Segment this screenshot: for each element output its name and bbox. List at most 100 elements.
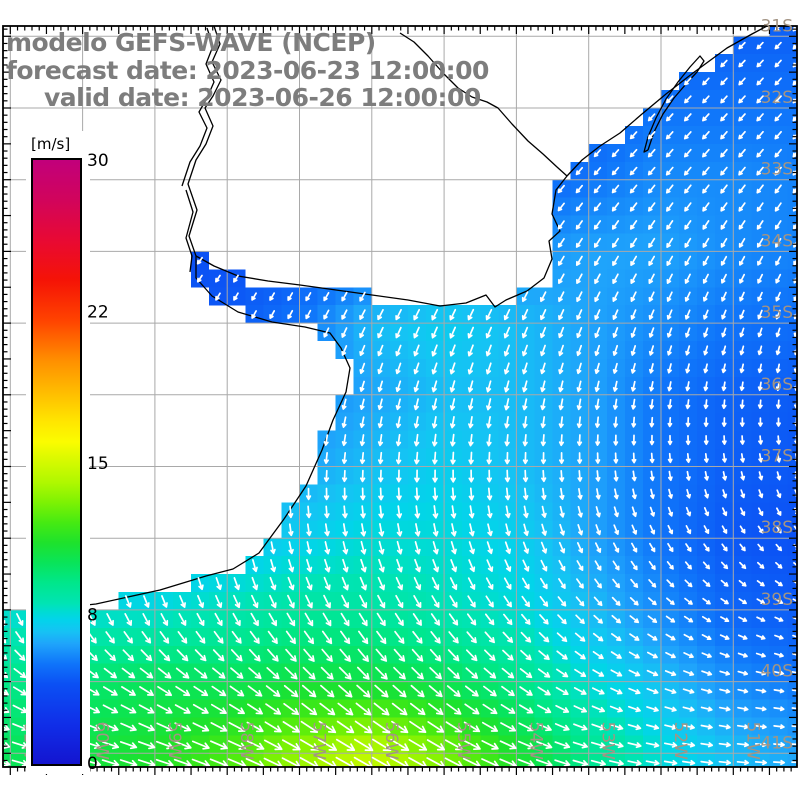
wind-arrow: [683, 113, 692, 122]
wind-arrow: [538, 650, 550, 661]
wind-arrow: [683, 166, 692, 176]
wind-arrow: [466, 613, 477, 626]
wind-arrow: [503, 577, 512, 590]
wind-arrow: [391, 720, 409, 734]
wind-arrow: [536, 722, 552, 732]
wind-arrow: [430, 613, 441, 626]
wind-arrow: [341, 434, 347, 447]
wind-arrow: [430, 631, 441, 644]
wind-arrow: [446, 703, 462, 715]
wind-arrow: [720, 113, 728, 122]
wave-cell: [787, 359, 797, 377]
wind-arrow: [413, 433, 420, 447]
wind-arrow: [215, 594, 223, 609]
wave-cell: [787, 108, 797, 126]
wind-arrow: [575, 614, 585, 625]
wind-arrow: [483, 667, 497, 679]
lat-label: 31S: [761, 16, 793, 36]
wind-arrow: [120, 704, 137, 714]
wind-arrow: [719, 652, 730, 658]
wind-arrow: [377, 398, 383, 411]
wind-arrow: [445, 721, 463, 733]
wind-arrow: [684, 579, 693, 588]
uruguay-river-west-bank: [185, 189, 194, 273]
wind-arrow: [251, 576, 259, 591]
wind-arrow: [758, 453, 764, 463]
wind-arrow: [721, 381, 727, 392]
wind-arrow: [645, 742, 660, 748]
wave-cell: [787, 179, 797, 198]
wind-arrow: [595, 452, 601, 464]
wind-arrow: [464, 685, 479, 697]
wind-arrow: [702, 166, 710, 176]
wind-arrow: [375, 666, 388, 680]
wind-arrow: [757, 291, 763, 302]
wind-arrow: [413, 344, 420, 357]
wind-arrow: [540, 541, 548, 554]
wind-arrow: [647, 184, 656, 194]
wind-arrow: [648, 579, 657, 588]
wind-arrow: [396, 469, 402, 483]
wind-arrow: [593, 237, 602, 248]
wind-arrow: [465, 667, 479, 679]
wind-arrow: [305, 309, 312, 320]
wind-arrow: [665, 651, 676, 659]
wind-arrow: [773, 670, 785, 676]
wind-arrow: [377, 362, 384, 375]
wind-arrow: [448, 613, 459, 626]
wind-arrow: [721, 543, 728, 552]
wind-arrow: [191, 740, 210, 750]
wave-cell: [3, 627, 11, 646]
wind-arrow: [594, 560, 602, 571]
wind-arrow: [720, 273, 727, 284]
wind-arrow: [666, 579, 675, 588]
wind-arrow: [577, 470, 583, 482]
wind-arrow: [773, 652, 784, 658]
wind-arrow: [396, 505, 403, 519]
wind-arrow: [468, 415, 474, 429]
wind-arrow: [630, 345, 637, 356]
wind-arrow: [341, 594, 350, 609]
wind-arrow: [504, 398, 510, 411]
wind-arrow: [449, 595, 458, 608]
wave-cell: [787, 627, 797, 646]
wind-arrow: [484, 649, 496, 661]
wind-arrow: [686, 488, 692, 499]
wind-arrow: [776, 417, 781, 427]
wind-arrow: [209, 740, 228, 750]
wind-arrow: [360, 523, 367, 537]
wind-arrow: [323, 291, 330, 302]
wind-arrow: [502, 649, 514, 661]
latlon-gridlines: [3, 26, 797, 767]
wind-arrow: [775, 309, 781, 320]
wind-arrow: [503, 595, 512, 608]
wind-arrow: [285, 630, 296, 645]
wind-arrow: [700, 724, 713, 730]
wind-arrow: [411, 648, 424, 662]
wind-arrow: [555, 686, 569, 696]
wind-arrow: [119, 741, 138, 750]
wind-arrow: [303, 630, 315, 645]
wind-arrow: [212, 667, 226, 679]
wind-arrow: [755, 688, 767, 694]
wind-arrow: [595, 470, 601, 482]
wave-cell: [787, 26, 797, 37]
wind-arrow: [522, 398, 528, 411]
wind-arrow: [721, 345, 727, 356]
wind-arrow: [649, 524, 656, 535]
wind-arrow: [738, 113, 746, 122]
wave-cell: [787, 215, 797, 234]
wind-arrow: [739, 327, 745, 338]
wind-arrow: [432, 523, 439, 537]
wind-arrow: [299, 739, 319, 751]
wind-arrow: [539, 291, 547, 303]
wind-arrow: [449, 308, 457, 321]
wind-arrow: [559, 523, 565, 536]
wind-arrow: [668, 488, 673, 499]
wind-arrow: [594, 398, 600, 410]
wind-arrow: [684, 184, 692, 194]
wind-arrow: [612, 398, 618, 410]
wind-arrow: [649, 542, 656, 553]
wind-arrow: [521, 344, 528, 357]
wind-arrow: [756, 237, 764, 248]
